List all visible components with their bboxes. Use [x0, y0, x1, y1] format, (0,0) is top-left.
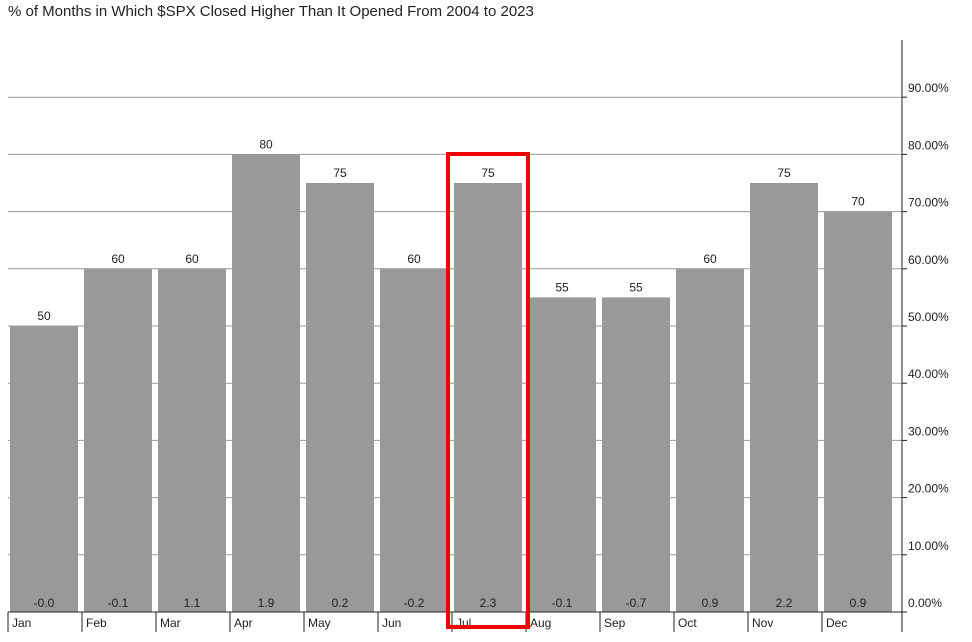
- bar: [528, 297, 596, 612]
- bar-value-label: 60: [185, 252, 199, 266]
- bar-bottom-label: -0.7: [626, 596, 647, 610]
- x-tick-label: Apr: [234, 616, 253, 630]
- x-tick-label: Aug: [530, 616, 551, 630]
- y-tick-label: 70.00%: [908, 196, 949, 210]
- bar-value-label: 60: [407, 252, 421, 266]
- bar-value-label: 75: [777, 166, 791, 180]
- chart-title: % of Months in Which $SPX Closed Higher …: [8, 3, 534, 20]
- y-tick-label: 10.00%: [908, 539, 949, 553]
- x-tick-label: Dec: [826, 616, 847, 630]
- bar-value-label: 60: [111, 252, 125, 266]
- bar-bottom-label: -0.0: [34, 596, 55, 610]
- x-tick-label: Feb: [86, 616, 107, 630]
- y-tick-label: 50.00%: [908, 310, 949, 324]
- bar-bottom-label: 2.2: [776, 596, 793, 610]
- bar: [454, 183, 522, 612]
- y-tick-label: 40.00%: [908, 367, 949, 381]
- bar: [602, 297, 670, 612]
- bar: [10, 326, 78, 612]
- y-tick-label: 90.00%: [908, 81, 949, 95]
- bar-value-label: 55: [629, 280, 643, 294]
- bar-bottom-label: -0.2: [404, 596, 425, 610]
- x-tick-label: May: [308, 616, 331, 630]
- bar: [306, 183, 374, 612]
- bar-value-label: 75: [481, 166, 495, 180]
- labels: 0.00% 10.00% 20.00% 30.00% 40.00% 50.00% 60.00…: [12, 81, 949, 630]
- x-tick-label: Jan: [12, 616, 31, 630]
- bar-bottom-label: 0.9: [702, 596, 719, 610]
- bar-bottom-label: 1.9: [258, 596, 275, 610]
- y-tick-label: 0.00%: [908, 596, 942, 610]
- bar-bottom-label: -0.1: [552, 596, 573, 610]
- x-tick-label: Jun: [382, 616, 401, 630]
- bar-value-label: 70: [851, 195, 865, 209]
- bar-value-label: 50: [37, 309, 51, 323]
- axes: [7, 40, 907, 632]
- bar: [380, 268, 448, 612]
- bar-bottom-label: 2.3: [480, 596, 497, 610]
- bar: [824, 211, 892, 612]
- y-tick-label: 30.00%: [908, 424, 949, 438]
- x-tick-label: Oct: [678, 616, 697, 630]
- bar-bottom-label: -0.1: [108, 596, 129, 610]
- bar-bottom-label: 0.9: [850, 596, 867, 610]
- bar-bottom-label: 1.1: [184, 596, 201, 610]
- bar-bottom-label: 0.2: [332, 596, 349, 610]
- bar: [84, 268, 152, 612]
- bar-value-label: 75: [333, 166, 347, 180]
- bar-value-label: 55: [555, 280, 569, 294]
- bar: [750, 183, 818, 612]
- bar: [158, 268, 226, 612]
- y-tick-label: 80.00%: [908, 138, 949, 152]
- x-tick-label: Nov: [752, 616, 773, 630]
- bar-value-label: 80: [259, 137, 273, 151]
- x-tick-label: Sep: [604, 616, 626, 630]
- bar-value-label: 60: [703, 252, 717, 266]
- bar: [232, 154, 300, 612]
- highlight: [446, 152, 530, 629]
- y-tick-label: 60.00%: [908, 253, 949, 267]
- bars: [10, 154, 892, 612]
- x-tick-label: Mar: [160, 616, 181, 630]
- bar: [676, 268, 744, 612]
- highlight-box: [446, 152, 530, 629]
- y-tick-label: 20.00%: [908, 482, 949, 496]
